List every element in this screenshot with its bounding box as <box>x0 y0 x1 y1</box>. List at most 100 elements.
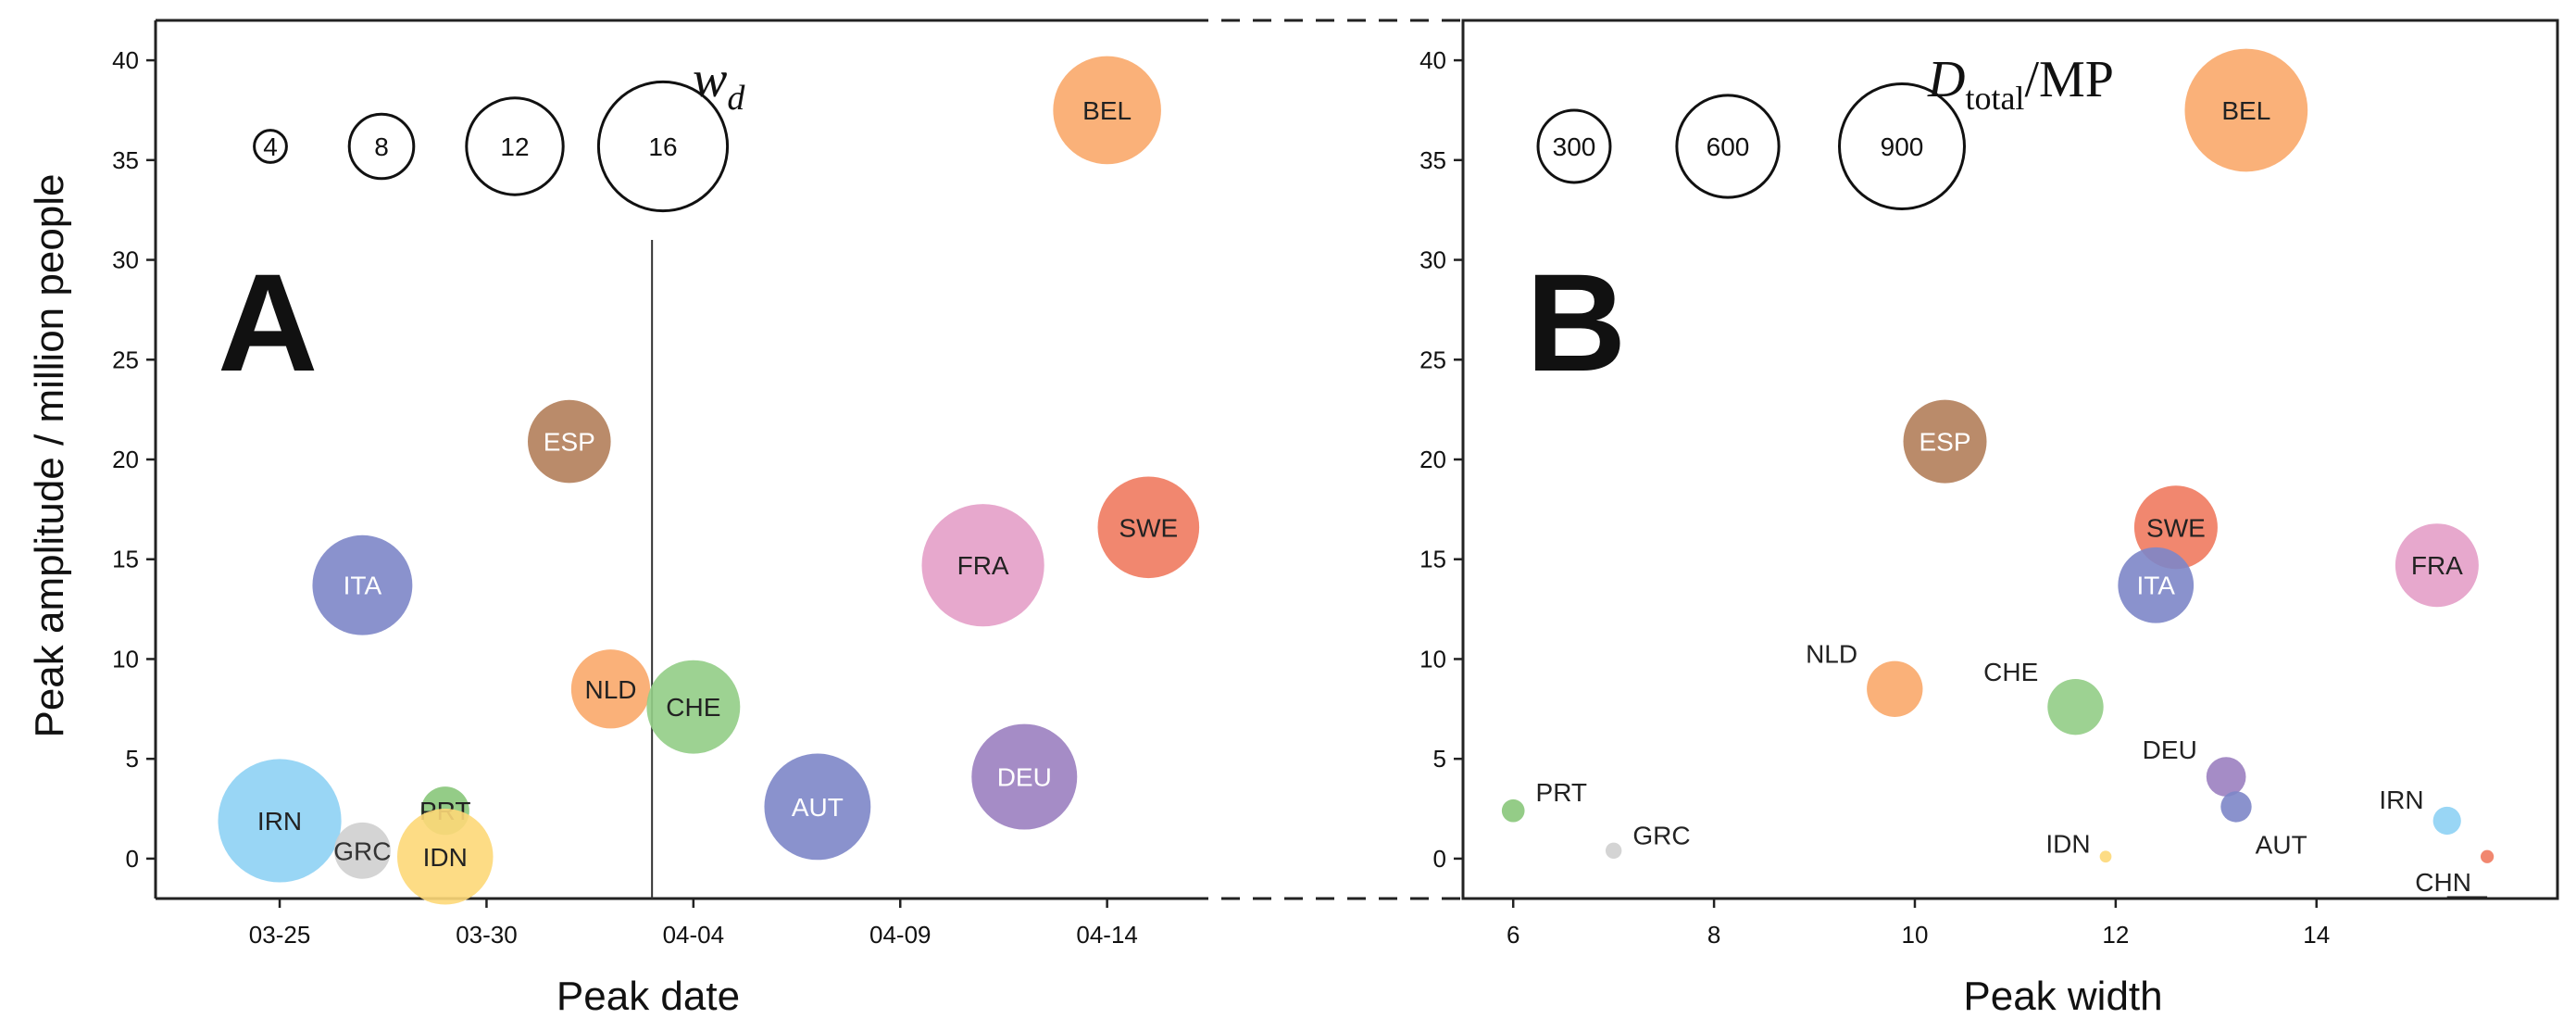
panel-a-bubble-ita <box>312 534 413 635</box>
panel-a-bubble-swe <box>1097 476 1200 579</box>
panel-b-bubble-label-aut: AUT <box>2256 831 2307 860</box>
panel-a-bubble-label-bel: BEL <box>1082 96 1132 125</box>
panel-a-bubble-label-nld: NLD <box>584 675 636 704</box>
panel-a-bubble-idn <box>396 808 494 905</box>
panel-a-size-legend-label: 8 <box>374 132 389 161</box>
panel-a-size-legend-label: 4 <box>263 132 278 161</box>
panel-b-bubble-label-fra: FRA <box>2411 551 2463 580</box>
panel-a-xlabel: Peak date <box>556 974 740 1019</box>
panel-a-label: A <box>218 245 318 400</box>
panel-a-size-legend-circle <box>347 112 416 181</box>
panel-a-size-legend-circle <box>253 129 288 164</box>
panel-b-xlabel: Peak width <box>1963 974 2162 1019</box>
panel-b-bubble-label-idn: IDN <box>2045 829 2090 858</box>
panel-b-bubble-label-bel: BEL <box>2221 96 2270 125</box>
panel-b-size-legend-label: 900 <box>1881 132 1924 161</box>
panel-a-bubble-grc <box>333 822 391 879</box>
panel-a-xtick-label: 04-09 <box>869 921 932 949</box>
panel-a-bubble-label-aut: AUT <box>792 793 844 822</box>
panel-a-bubble-label-esp: ESP <box>544 428 595 457</box>
panel-a-ytick-label: 30 <box>112 246 139 274</box>
panel-b-size-legend-label: 600 <box>1707 132 1750 161</box>
panel-b-ytick-label: 10 <box>1419 645 1446 673</box>
panel-b-size-legend-circle <box>1536 108 1612 184</box>
panel-a-bubble-label-che: CHE <box>666 693 720 722</box>
panel-b: 0 5 10 15 20 25 30 35 40 6 8 10 12 14 BEL ESP SWE ITA FRA N… <box>1419 19 2559 949</box>
panel-b-bubble-label-che: CHE <box>1983 658 2038 686</box>
panel-b-ytick-label: 25 <box>1419 346 1446 373</box>
panel-a-ytick-label: 15 <box>112 546 139 573</box>
panel-a-size-legend-circle <box>596 80 730 213</box>
panel-b-bubble-label-ita: ITA <box>2136 572 2175 600</box>
panel-b-xtick-label: 10 <box>1902 921 1929 949</box>
panel-b-bubble-bel <box>2184 48 2308 172</box>
panel-a-bubble-label-ita: ITA <box>344 572 382 600</box>
panel-a-bubble-che <box>646 660 741 754</box>
panel-a-ytick-label: 10 <box>112 645 139 673</box>
panel-b-ytick-label: 20 <box>1419 446 1446 473</box>
panel-b-bubble-label-deu: DEU <box>2143 736 2197 764</box>
panel-b-size-legend-title: Dtotal/MP <box>1927 51 2114 117</box>
panel-b-ytick-label: 30 <box>1419 246 1446 274</box>
panel-b-size-legend-circle <box>1838 82 1966 210</box>
panel-b-frame <box>1461 19 2559 900</box>
panel-b-ytick-label: 15 <box>1419 546 1446 573</box>
panel-b-bubble-deu <box>2206 757 2246 797</box>
panel-b-size-legend-circle <box>1675 94 1781 199</box>
panel-b-bubble-idn <box>2099 850 2112 863</box>
panel-b-size-legend-label: 300 <box>1553 132 1596 161</box>
panel-b-bubble-prt <box>1501 798 1525 823</box>
panel-b-bubble-label-nld: NLD <box>1806 640 1857 669</box>
panel-a-size-legend-label: 16 <box>648 132 677 161</box>
panel-b-ytick-label: 35 <box>1419 146 1446 174</box>
panel-b-xtick-label: 8 <box>1707 921 1720 949</box>
panel-a-xtick-label: 04-14 <box>1076 921 1138 949</box>
panel-b-bubble-ita <box>2118 547 2195 623</box>
panel-a-ytick-label: 5 <box>126 745 139 773</box>
panel-a-bubble-bel <box>1053 56 1161 165</box>
panel-b-bubble-nld <box>1867 660 1923 717</box>
panel-a-size-legend-title: wd <box>693 51 745 118</box>
panel-a-ytick-label: 25 <box>112 346 139 373</box>
panel-a-bubble-label-swe: SWE <box>1119 513 1178 542</box>
panel-a-bubble-nld <box>570 649 651 729</box>
panel-a-size-legend-circle <box>465 96 565 196</box>
panel-b-bubble-label-irn: IRN <box>2379 786 2423 814</box>
panel-a-size-legend-label: 12 <box>500 132 529 161</box>
panel-a-xtick-label: 03-25 <box>249 921 311 949</box>
panel-b-xtick-label: 14 <box>2303 921 2330 949</box>
panel-b-bubble-label-grc: GRC <box>1632 822 1690 850</box>
panel-a-ylabel: Peak amplitude / million people <box>27 173 72 737</box>
panel-b-bubble-label-swe: SWE <box>2146 513 2206 542</box>
panel-a-ytick-label: 20 <box>112 446 139 473</box>
panel-a: 0 5 10 15 20 25 30 35 40 03-25 03-30 04-04 04-09 04-1… <box>112 19 1200 949</box>
panel-a-bubble-deu <box>971 723 1078 830</box>
panel-b-bubble-che <box>2047 678 2104 736</box>
panel-a-ytick-label: 40 <box>112 46 139 74</box>
panel-a-bubble-label-grc: GRC <box>333 836 391 865</box>
panel-b-xtick-label: 6 <box>1507 921 1519 949</box>
panel-a-bubble-aut <box>764 753 871 861</box>
panel-a-bubble-fra <box>921 504 1044 627</box>
panel-a-bubble-label-idn: IDN <box>423 843 468 872</box>
panel-a-ytick-label: 35 <box>112 146 139 174</box>
panel-b-ytick-label: 5 <box>1433 745 1446 773</box>
panel-a-bubble-label-irn: IRN <box>257 807 302 836</box>
panel-b-bubble-grc <box>1605 842 1622 860</box>
panel-a-bubble-irn <box>218 759 342 883</box>
panel-b-bubble-esp <box>1903 399 1987 484</box>
panel-b-bubble-fra <box>2395 523 2479 608</box>
panel-a-xtick-label: 03-30 <box>456 921 518 949</box>
panel-b-ytick-label: 40 <box>1419 46 1446 74</box>
panel-a-xtick-label: 04-04 <box>663 921 725 949</box>
panel-b-bubble-label-prt: PRT <box>1536 778 1588 807</box>
panel-b-xtick-label: 12 <box>2102 921 2129 949</box>
panel-b-bubble-aut <box>2220 791 2252 823</box>
panel-a-ytick-label: 0 <box>126 845 139 873</box>
panel-b-bubble-label-chn: CHN <box>2415 868 2471 897</box>
panel-b-ytick-label: 0 <box>1433 845 1446 873</box>
panel-a-bubble-label-fra: FRA <box>957 551 1009 580</box>
panel-b-bubble-label-esp: ESP <box>1919 428 1970 457</box>
panel-a-bubble-esp <box>527 399 611 484</box>
